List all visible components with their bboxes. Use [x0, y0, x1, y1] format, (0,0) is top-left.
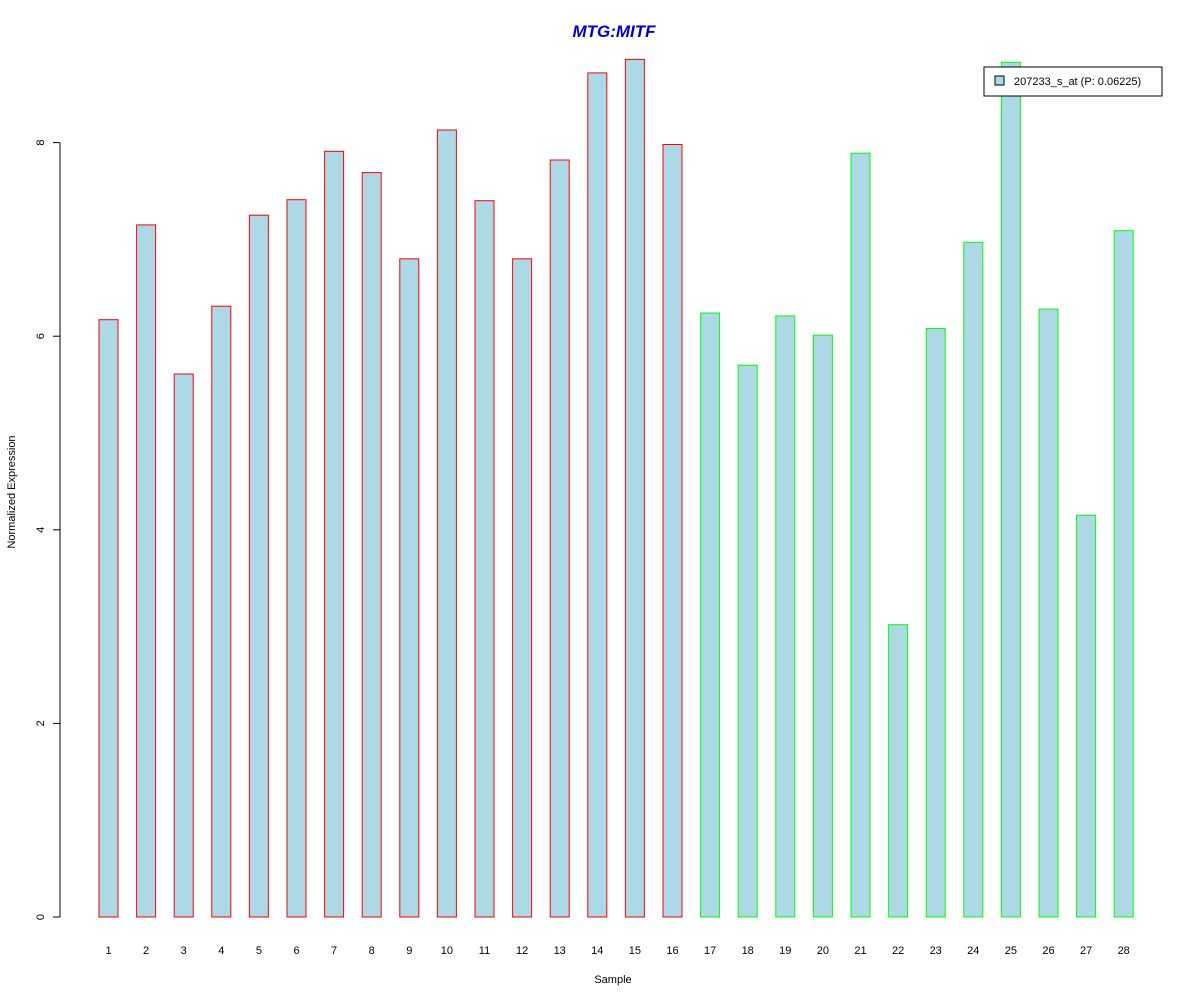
y-tick-label: 6 [35, 333, 47, 339]
x-tick-label: 18 [742, 945, 754, 957]
bar [700, 312, 721, 918]
legend-label: 207233_s_at (P: 0.06225) [1014, 76, 1141, 88]
x-tick-label: 27 [1080, 945, 1092, 957]
bar [737, 364, 758, 918]
bar [1000, 61, 1021, 918]
bar [1113, 230, 1134, 918]
bars-group [98, 58, 1134, 918]
bar [549, 159, 570, 918]
bar [850, 152, 871, 918]
bar [248, 214, 269, 918]
legend-swatch [994, 75, 1005, 86]
bar [624, 58, 645, 918]
x-tick-label: 2 [143, 945, 149, 957]
bar [474, 200, 495, 918]
y-axis: 0 2 4 6 8 [35, 140, 61, 920]
x-tick-label: 21 [854, 945, 866, 957]
y-axis-label: Normalized Expression [6, 435, 18, 548]
bar [1038, 308, 1059, 918]
x-tick-label: 8 [369, 945, 375, 957]
bar [662, 144, 683, 918]
x-tick-label: 12 [516, 945, 528, 957]
bar [1076, 514, 1097, 918]
legend: 207233_s_at (P: 0.06225) [983, 66, 1163, 97]
x-tick-label: 28 [1118, 945, 1130, 957]
x-tick-label: 13 [554, 945, 566, 957]
bar [136, 224, 157, 918]
y-tick-label: 0 [35, 914, 47, 920]
x-tick-labels: 1 2 3 4 5 6 7 8 9 10 11 12 13 14 15 16 17 18 19 20 21 22 23 24 2… [105, 945, 1129, 957]
y-tick-label: 4 [35, 527, 47, 533]
x-tick-label: 22 [892, 945, 904, 957]
x-tick-label: 5 [256, 945, 262, 957]
bar [775, 315, 796, 918]
bar [211, 305, 232, 918]
x-tick-label: 15 [629, 945, 641, 957]
x-tick-label: 3 [181, 945, 187, 957]
bar [436, 129, 457, 918]
y-tick-label: 8 [35, 140, 47, 146]
bar [812, 334, 833, 918]
x-tick-label: 11 [479, 945, 490, 957]
bar [963, 241, 984, 918]
bar [399, 258, 420, 918]
x-axis-label: Sample [594, 974, 631, 986]
bar [286, 199, 307, 918]
bar [98, 319, 119, 918]
x-tick-label: 24 [967, 945, 979, 957]
x-tick-label: 10 [441, 945, 453, 957]
bar [361, 172, 382, 918]
chart-title: MTG:MITF [572, 22, 656, 41]
x-tick-label: 9 [406, 945, 412, 957]
x-tick-label: 26 [1042, 945, 1054, 957]
x-tick-label: 25 [1005, 945, 1017, 957]
x-tick-label: 1 [105, 945, 111, 957]
bar [587, 72, 608, 918]
x-tick-label: 14 [591, 945, 603, 957]
bar [173, 373, 194, 918]
x-tick-label: 19 [779, 945, 791, 957]
x-tick-label: 4 [218, 945, 224, 957]
x-tick-label: 23 [930, 945, 942, 957]
y-tick-label: 2 [35, 720, 47, 726]
bar [512, 258, 533, 918]
bar [888, 624, 909, 918]
x-tick-label: 20 [817, 945, 829, 957]
x-tick-label: 7 [331, 945, 337, 957]
bar [925, 328, 946, 918]
x-tick-label: 17 [704, 945, 716, 957]
legend-box [983, 66, 1163, 97]
x-tick-label: 6 [293, 945, 299, 957]
x-tick-label: 16 [666, 945, 678, 957]
bar [324, 150, 345, 918]
